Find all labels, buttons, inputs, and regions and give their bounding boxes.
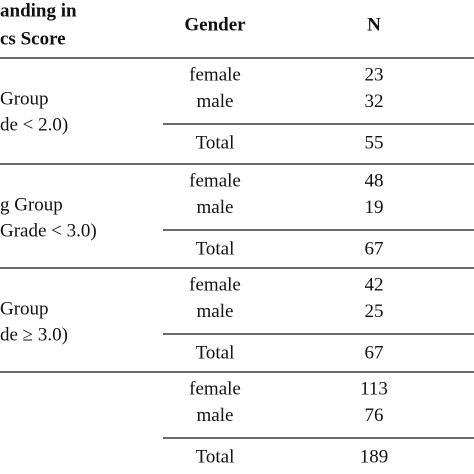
header-n: N [367, 14, 381, 35]
total-n: 67 [365, 342, 384, 363]
gender-cell: male [197, 91, 234, 112]
total-label: Total [196, 238, 235, 259]
total-label: Total [196, 446, 235, 467]
header-group-line: anding in [0, 0, 77, 21]
group-label: Grade < 3.0) [0, 220, 97, 241]
n-cell: 23 [365, 64, 384, 85]
header-gender: Gender [184, 14, 246, 35]
group-label: g Group [0, 194, 63, 215]
gender-cell: female [189, 378, 241, 399]
gender-cell: male [197, 197, 234, 218]
n-cell: 113 [360, 378, 388, 399]
group-label: de < 2.0) [0, 114, 68, 135]
gender-cell: female [189, 170, 241, 191]
n-cell: 42 [365, 274, 384, 295]
group-label: Group [0, 88, 49, 109]
group-label: de ≥ 3.0) [0, 324, 68, 345]
gender-cell: male [197, 405, 234, 426]
n-cell: 48 [365, 170, 384, 191]
gender-cell: male [197, 301, 234, 322]
header-group-line: cs Score [0, 28, 66, 49]
total-label: Total [196, 132, 235, 153]
n-cell: 25 [365, 301, 384, 322]
total-n: 189 [360, 446, 389, 467]
group-label: Group [0, 298, 49, 319]
n-cell: 32 [365, 91, 384, 112]
n-cell: 76 [365, 405, 384, 426]
gender-cell: female [189, 64, 241, 85]
gender-cell: female [189, 274, 241, 295]
n-cell: 19 [365, 197, 384, 218]
total-n: 67 [365, 238, 384, 259]
total-n: 55 [365, 132, 384, 153]
total-label: Total [196, 342, 235, 363]
